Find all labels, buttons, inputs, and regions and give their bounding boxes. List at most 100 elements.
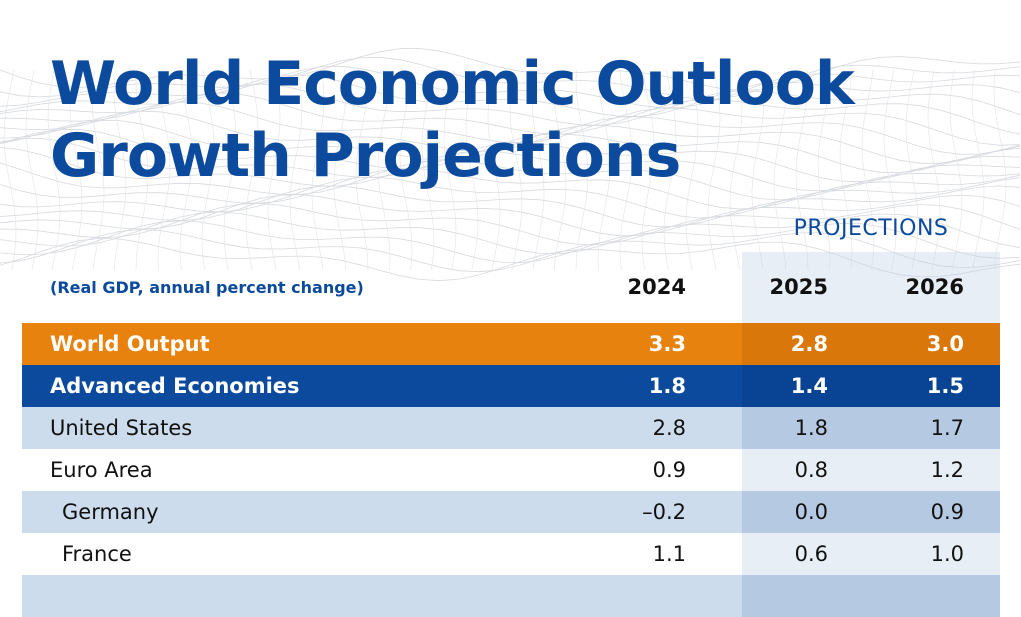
mesh-line: [113, 69, 127, 271]
mesh-line: [333, 69, 347, 271]
mesh-line: [311, 69, 325, 271]
mesh-line: [861, 69, 875, 271]
mesh-line: [597, 69, 611, 271]
mesh-line: [487, 69, 501, 271]
mesh-line: [443, 69, 457, 271]
mesh-line: [3, 69, 17, 271]
table-row: Advanced Economies 1.8 1.4 1.5: [22, 365, 1000, 407]
projection-cell-shade: [742, 575, 1000, 617]
mesh-line: [377, 69, 391, 271]
value-cell-2025: 1.8: [794, 416, 828, 440]
value-cell-2026: 1.0: [930, 542, 964, 566]
mesh-line: [0, 176, 1021, 219]
mesh-line: [0, 168, 1021, 210]
mesh-line: [465, 69, 479, 271]
year-header-2024: 2024: [627, 275, 686, 299]
mesh-line: [135, 69, 149, 271]
row-label: Germany: [62, 500, 159, 524]
mesh-line: [663, 69, 677, 271]
mesh-line: [619, 69, 633, 271]
mesh-line: [25, 69, 39, 271]
value-cell-2024: 1.1: [652, 542, 686, 566]
mesh-line: [47, 69, 61, 271]
mesh-line: [0, 129, 1021, 173]
mesh-line: [0, 211, 1021, 255]
row-label: United States: [50, 416, 193, 440]
mesh-line: [641, 69, 655, 271]
mesh-line: [157, 69, 171, 271]
mesh-line: [817, 69, 831, 271]
table-subtitle: (Real GDP, annual percent change): [50, 278, 364, 297]
projection-cell-shade: [742, 323, 1000, 365]
mesh-line: [0, 56, 1021, 100]
mesh-line: [839, 69, 853, 271]
value-cell-2025: 0.0: [794, 500, 828, 524]
title-line-1: World Economic Outlook: [50, 49, 855, 119]
mesh-line: [0, 159, 1021, 201]
mesh-line: [355, 69, 369, 271]
value-cell-2026: 0.9: [930, 500, 964, 524]
row-label: Advanced Economies: [50, 374, 300, 398]
mesh-line: [795, 69, 809, 271]
table-row: World Output 3.3 2.8 3.0: [22, 323, 1000, 365]
mesh-line: [0, 92, 1021, 135]
value-cell-2026: 3.0: [926, 332, 964, 356]
mesh-line: [245, 69, 259, 271]
mesh-line: [531, 69, 545, 271]
table-row: [22, 575, 1000, 617]
mesh-background: [0, 48, 1021, 282]
mesh-line: [707, 69, 721, 271]
table-row: United States 2.8 1.8 1.7: [22, 407, 1000, 449]
projection-cell-shade: [742, 407, 1000, 449]
mesh-line: [685, 69, 699, 271]
mesh-line: [223, 69, 237, 271]
mesh-line: [0, 110, 1021, 155]
mesh-line: [0, 119, 1021, 164]
mesh-line: [949, 69, 963, 271]
table-row: Germany –0.2 0.0 0.9: [22, 491, 1000, 533]
mesh-line: [0, 229, 1021, 273]
title-line-2: Growth Projections: [50, 121, 681, 191]
mesh-line: [91, 69, 105, 271]
value-cell-2025: 1.4: [790, 374, 828, 398]
mesh-line: [69, 69, 83, 271]
value-cell-2024: 3.3: [648, 332, 686, 356]
value-cell-2026: 1.2: [930, 458, 964, 482]
mesh-line: [883, 69, 897, 271]
row-label: World Output: [50, 332, 210, 356]
mesh-line: [751, 69, 765, 271]
row-label: Euro Area: [50, 458, 153, 482]
mesh-line: [993, 69, 1007, 271]
mesh-line: [0, 194, 1021, 237]
mesh-line: [0, 202, 1021, 245]
page-title: World Economic Outlook Growth Projection…: [50, 48, 855, 192]
mesh-line: [575, 69, 589, 271]
value-cell-2026: 1.5: [926, 374, 964, 398]
projection-cell-shade: [742, 365, 1000, 407]
mesh-line: [267, 69, 281, 271]
mesh-line: [729, 69, 743, 271]
value-cell-2025: 2.8: [790, 332, 828, 356]
mesh-line: [553, 69, 567, 271]
mesh-line: [905, 69, 919, 271]
value-cell-2024: 2.8: [652, 416, 686, 440]
projection-cell-shade: [742, 491, 1000, 533]
value-cell-2025: 0.6: [794, 542, 828, 566]
mesh-line: [201, 69, 215, 271]
value-cell-2025: 0.8: [794, 458, 828, 482]
mesh-line: [0, 147, 1021, 192]
value-cell-2026: 1.7: [930, 416, 964, 440]
mesh-line: [971, 69, 985, 271]
year-header-2026: 2026: [905, 275, 964, 299]
value-cell-2024: 1.8: [648, 374, 686, 398]
mesh-line: [0, 101, 1021, 146]
mesh-line: [509, 69, 523, 271]
projections-header: PROJECTIONS: [793, 216, 949, 241]
row-label: France: [62, 542, 132, 566]
mesh-line: [773, 69, 787, 271]
mesh-line: [0, 48, 1021, 91]
value-cell-2024: 0.9: [652, 458, 686, 482]
mesh-line: [927, 69, 941, 271]
mesh-line: [179, 69, 193, 271]
mesh-line: [421, 69, 435, 271]
